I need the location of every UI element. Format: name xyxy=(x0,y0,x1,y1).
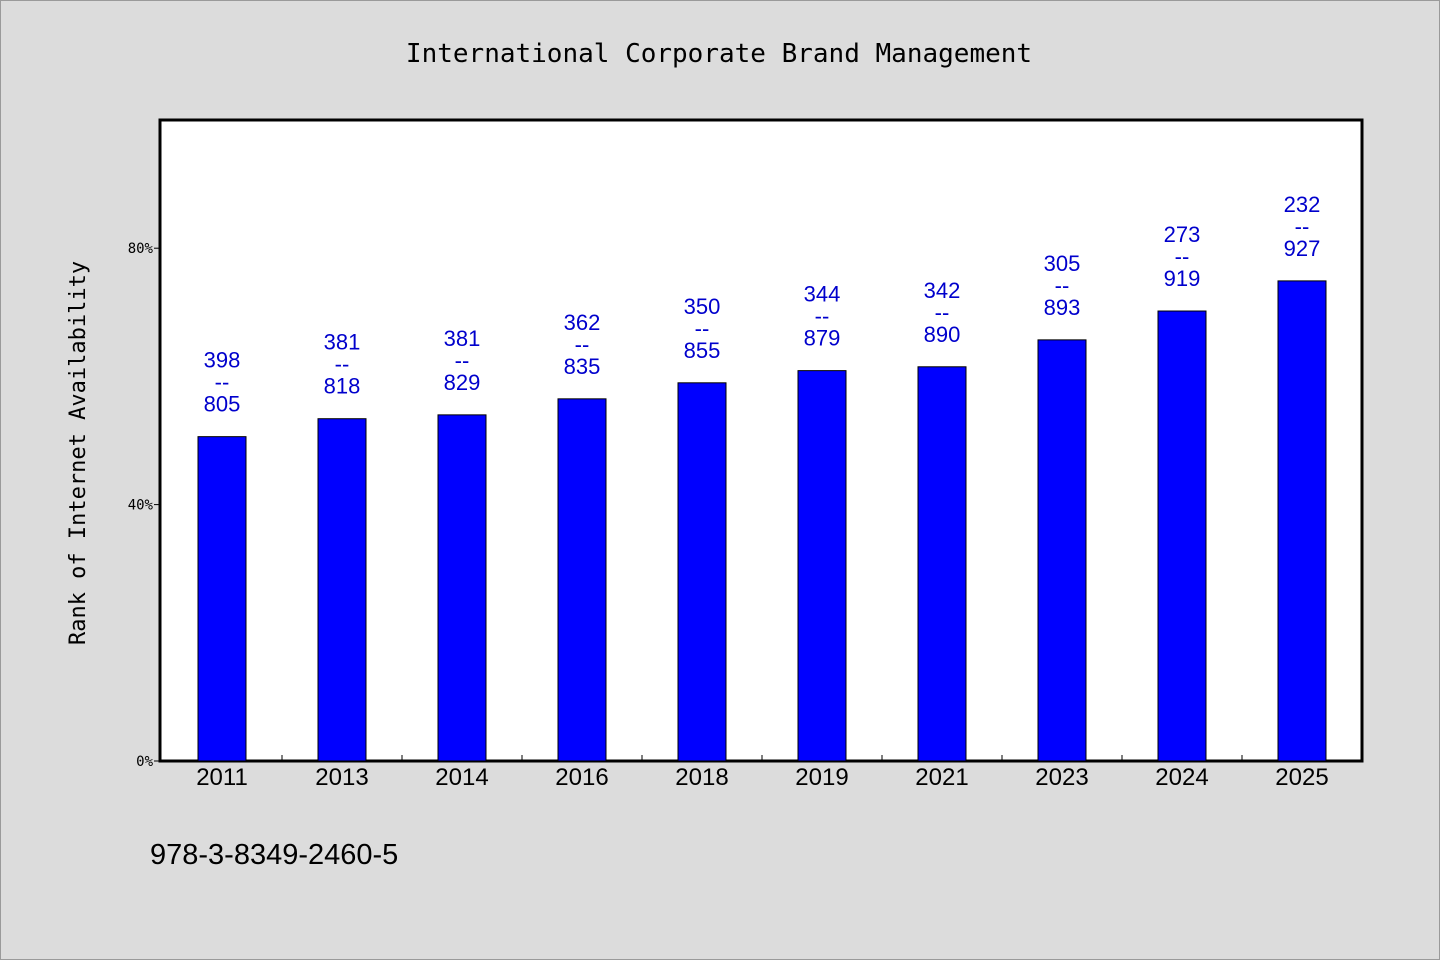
x-tick-label: 2014 xyxy=(435,764,488,791)
x-tick-label: 2013 xyxy=(315,764,368,791)
data-label-2013: 381 xyxy=(324,330,361,355)
isbn-text: 978-3-8349-2460-5 xyxy=(150,839,398,871)
data-label-2021: 890 xyxy=(924,322,961,347)
y-tick-label: 80% xyxy=(128,241,154,257)
x-tick-label: 2025 xyxy=(1275,764,1328,791)
bar-2023 xyxy=(1037,339,1087,762)
bar-2014 xyxy=(437,414,487,762)
data-label-2019: 344 xyxy=(804,282,841,307)
bar-2021 xyxy=(917,366,967,762)
data-label-2023: -- xyxy=(1055,273,1070,298)
data-label-2018: 855 xyxy=(684,338,721,363)
data-label-2019: -- xyxy=(815,304,830,329)
data-label-2018: -- xyxy=(695,316,710,341)
data-label-2016: 362 xyxy=(564,310,601,335)
y-tick-label: 0% xyxy=(136,754,153,770)
data-label-2011: 805 xyxy=(204,392,241,417)
y-axis: 0% 40% 80% xyxy=(128,241,160,770)
bar-2019 xyxy=(797,370,847,762)
x-tick-label: 2011 xyxy=(196,764,248,791)
y-tick-label: 40% xyxy=(128,498,154,514)
x-tick-label: 2018 xyxy=(675,764,728,791)
bar-2016 xyxy=(557,398,607,762)
data-label-2024: 919 xyxy=(1164,266,1201,291)
data-label-2011: -- xyxy=(215,370,230,395)
data-label-2023: 305 xyxy=(1044,251,1081,276)
data-label-2014: -- xyxy=(455,348,470,373)
bar-2013 xyxy=(317,418,367,762)
data-label-2019: 879 xyxy=(804,326,841,351)
data-label-2024: 273 xyxy=(1164,222,1201,247)
x-tick-label: 2024 xyxy=(1155,764,1208,791)
data-label-2013: 818 xyxy=(324,374,361,399)
data-label-2025: -- xyxy=(1295,214,1310,239)
bar-2025 xyxy=(1277,280,1327,762)
bar-series xyxy=(197,280,1327,762)
x-tick-label: 2019 xyxy=(795,764,848,791)
data-label-2023: 893 xyxy=(1044,295,1081,320)
data-label-2025: 232 xyxy=(1284,192,1321,217)
chart-title: International Corporate Brand Management xyxy=(406,39,1032,69)
data-label-2025: 927 xyxy=(1284,236,1321,261)
x-tick-label: 2023 xyxy=(1035,764,1088,791)
y-axis-label: Rank of Internet Availability xyxy=(66,261,91,645)
data-label-2013: -- xyxy=(335,352,350,377)
x-tick-label: 2016 xyxy=(555,764,608,791)
data-label-2016: 835 xyxy=(564,354,601,379)
data-label-2018: 350 xyxy=(684,294,721,319)
data-label-2014: 381 xyxy=(444,326,481,351)
bar-2011 xyxy=(197,436,247,762)
data-label-2021: -- xyxy=(935,300,950,325)
data-label-2011: 398 xyxy=(204,348,241,373)
data-label-2024: -- xyxy=(1175,244,1190,269)
bar-2018 xyxy=(677,382,727,762)
x-tick-label: 2021 xyxy=(915,764,968,791)
data-labels: 398--805381--818381--829362--835350--855… xyxy=(204,192,1321,417)
x-axis: 2011 2013 2014 2016 2018 2019 2021 2023 2024 2025 xyxy=(196,755,1329,791)
data-label-2014: 829 xyxy=(444,370,481,395)
bar-2024 xyxy=(1157,310,1207,762)
data-label-2016: -- xyxy=(575,332,590,357)
data-label-2021: 342 xyxy=(924,278,961,303)
